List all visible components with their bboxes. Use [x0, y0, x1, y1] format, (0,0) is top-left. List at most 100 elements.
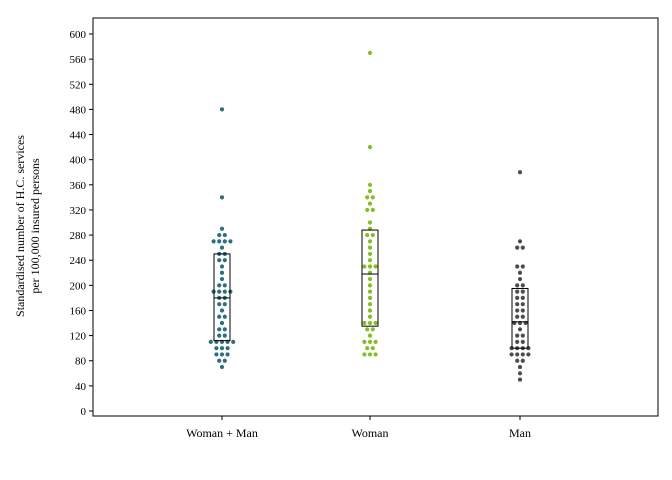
- data-point: [520, 245, 525, 250]
- data-point: [219, 107, 225, 112]
- data-point: [367, 333, 373, 338]
- data-point: [515, 339, 520, 344]
- data-point: [365, 195, 370, 200]
- x-axis: Woman + Man Woman Man: [186, 416, 531, 440]
- data-point: [517, 327, 523, 332]
- data-point: [367, 339, 373, 344]
- box-iqr: [361, 229, 379, 327]
- data-point: [211, 239, 216, 244]
- data-point: [370, 232, 375, 238]
- y-tick-label: 240: [70, 255, 87, 267]
- data-point: [517, 276, 523, 282]
- data-point: [526, 352, 531, 357]
- data-point: [217, 327, 222, 332]
- data-point: [370, 346, 375, 351]
- data-point: [367, 251, 373, 257]
- data-point: [222, 333, 227, 338]
- data-point: [520, 308, 525, 313]
- data-point: [370, 327, 375, 332]
- data-point: [222, 289, 227, 294]
- y-tick-label: 480: [70, 104, 87, 116]
- y-tick-label: 40: [75, 381, 87, 393]
- data-point: [520, 289, 525, 294]
- data-point: [515, 358, 520, 363]
- data-point: [517, 364, 523, 370]
- data-point: [520, 295, 525, 300]
- data-point: [520, 333, 525, 338]
- y-tick-label: 80: [75, 356, 87, 368]
- data-point: [219, 195, 225, 200]
- data-point: [515, 295, 520, 300]
- data-point: [520, 283, 525, 288]
- data-point: [219, 320, 225, 326]
- y-axis: 0 40 80 120 160 200 240 280 320 360 400 440 480 520 56…: [70, 29, 93, 418]
- y-tick-label: 600: [70, 29, 87, 41]
- data-point: [225, 346, 230, 351]
- x-category-label: Woman + Man: [186, 426, 258, 440]
- data-point: [362, 264, 367, 269]
- data-point: [222, 258, 227, 263]
- y-tick-label: 400: [70, 155, 87, 167]
- data-point: [219, 308, 225, 313]
- data-point: [365, 232, 370, 238]
- data-point: [520, 358, 525, 363]
- data-point: [373, 320, 378, 326]
- data-point: [362, 339, 367, 344]
- data-point: [367, 302, 373, 307]
- y-tick-label: 200: [70, 280, 87, 292]
- data-point: [367, 145, 373, 150]
- data-point: [367, 283, 373, 288]
- data-point: [217, 314, 222, 319]
- data-point: [517, 239, 523, 244]
- y-tick-label: 560: [70, 54, 87, 66]
- data-point: [520, 302, 525, 307]
- data-point: [515, 264, 520, 269]
- data-point: [214, 346, 219, 351]
- data-point: [231, 339, 236, 344]
- data-point: [217, 258, 222, 263]
- data-point: [217, 239, 222, 244]
- data-point: [517, 377, 523, 382]
- data-point: [515, 314, 520, 319]
- data-point: [219, 276, 225, 282]
- data-point: [217, 333, 222, 338]
- data-point: [367, 182, 373, 187]
- data-point: [367, 320, 373, 326]
- box-iqr: [511, 287, 529, 349]
- data-point: [373, 339, 378, 344]
- data-point: [367, 295, 373, 300]
- data-point: [365, 346, 370, 351]
- data-point: [367, 258, 373, 263]
- data-point: [515, 308, 520, 313]
- data-point: [222, 232, 227, 238]
- data-point: [225, 352, 230, 357]
- data-point: [367, 352, 373, 357]
- data-point: [217, 232, 222, 238]
- y-tick-label: 440: [70, 130, 87, 142]
- data-point: [515, 289, 520, 294]
- data-point: [367, 201, 373, 206]
- data-point: [367, 245, 373, 250]
- data-point: [222, 239, 227, 244]
- data-point: [515, 333, 520, 338]
- y-tick-label: 120: [70, 331, 87, 343]
- data-point: [219, 364, 225, 370]
- plot-area-frame: [92, 17, 659, 417]
- y-tick-label: 160: [70, 305, 87, 317]
- data-point: [367, 239, 373, 244]
- data-point: [367, 220, 373, 225]
- data-point: [217, 289, 222, 294]
- data-point: [370, 207, 375, 213]
- x-category-label: Man: [509, 426, 531, 440]
- data-point: [222, 283, 227, 288]
- data-point: [367, 50, 373, 55]
- data-point: [520, 264, 525, 269]
- series-layer: [208, 50, 531, 382]
- data-point: [370, 195, 375, 200]
- data-point: [219, 226, 225, 231]
- data-point: [222, 327, 227, 332]
- data-point: [367, 264, 373, 269]
- y-axis-title: Standardised number of H.C. services per…: [13, 135, 42, 317]
- data-point: [219, 352, 225, 357]
